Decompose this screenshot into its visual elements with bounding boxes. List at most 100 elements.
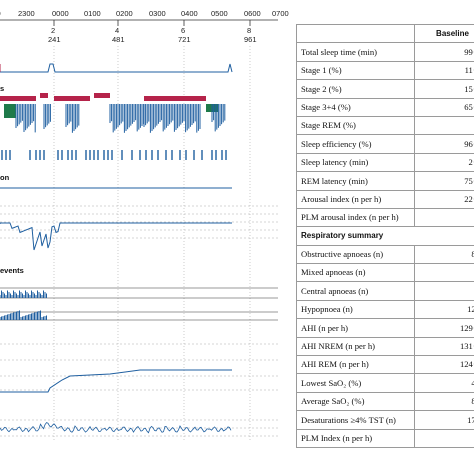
row-label: PLM arousal index (n per h) [296,207,415,228]
sao2-trace [0,222,232,251]
row-label: AHI NREM (n per h) [296,336,415,357]
polysomnography-chart: 2200 2300 0000 0100 0200 0300 0400 0500 0600 0700… [0,9,289,440]
summary-table: Baseline Total sleep time (min)99·0Stage… [296,23,474,448]
hour-tick-label: 6 [181,26,185,35]
row-value: 0 [414,207,474,228]
row-label: PLM Index (n per h) [296,428,415,448]
row-label: Stage 1 (%) [296,60,415,81]
respiratory-events [0,287,278,321]
row-value: 0 [414,281,474,301]
table-row: Hypopnoea (n)128 [296,299,474,320]
table-row: Average SaO₂ (%)83 [296,391,474,412]
epoch-tick-label: 961 [244,35,257,44]
table-row: AHI REM (n per h)124·7 [296,355,474,375]
row-label: Central apnoeas (n) [296,281,415,301]
row-label: Hypopnoea (n) [296,299,415,320]
row-value: 129·7 [414,318,474,338]
clock-tick-label: 2200 [0,9,1,18]
row-label: Stage 3+4 (%) [296,97,415,117]
row-label: AHI (n per h) [296,318,415,338]
row-label: Stage REM (%) [296,115,415,136]
row-label: Desaturations ≥4% TST (n) [296,410,415,430]
row-value: 2·5 [414,152,474,173]
row-value: 171 [414,410,474,430]
table-row: REM latency (min)75·0 [296,171,474,191]
row-label: REM latency (min) [296,171,415,191]
table-row: Sleep latency (min)2·5 [296,152,474,173]
table-row: Lowest SaO₂ (%)49 [296,373,474,393]
row-value: 65·7 [414,97,474,117]
table-row: Central apnoeas (n)0 [296,281,474,301]
clock-tick-label: 0400 [181,9,198,18]
hypnogram [0,93,226,133]
time-axis: 2200 2300 0000 0100 0200 0300 0400 0500 0600 0700… [0,9,289,44]
arousal-marks [1,150,227,160]
table-row: Stage 2 (%)15·2 [296,79,474,99]
table-row: PLM Index (n per h)0 [296,428,474,448]
row-value: 124·7 [414,355,474,375]
clock-tick-label: 0000 [52,9,69,18]
respiratory-summary-rows: Obstructive apnoeas (n)86Mixed apnoeas (… [296,244,474,448]
respiratory-events-label: events [0,266,24,275]
clock-tick-label: 0500 [211,9,228,18]
row-value: 0 [414,428,474,448]
row-label: Total sleep time (min) [296,42,415,62]
table-header-row: Baseline [296,23,474,44]
row-value: 75·0 [414,171,474,191]
stage-wake-bar [40,93,48,98]
clock-tick-label: 0700 [272,9,289,18]
row-label: Stage 2 (%) [296,79,415,99]
hour-tick-label: 2 [51,26,55,35]
row-value: 86 [414,244,474,265]
sleep-summary-rows: Total sleep time (min)99·0Stage 1 (%)11·… [296,42,474,228]
row-label: Average SaO₂ (%) [296,391,415,412]
respiratory-section-title: Respiratory summary [296,226,474,246]
respiratory-section-row: Respiratory summary [296,226,474,246]
table-header-baseline: Baseline [414,23,474,44]
clock-tick-label: 0600 [244,9,261,18]
signal-traces [0,46,278,440]
row-label: AHI REM (n per h) [296,355,415,375]
row-value: 49 [414,373,474,393]
row-label: Sleep latency (min) [296,152,415,173]
epoch-tick-label: 481 [112,35,125,44]
table-row: Mixed apnoeas (n)0 [296,263,474,283]
row-value: 131·4 [414,336,474,357]
hour-tick-label: 8 [247,26,251,35]
row-value: 11·1 [414,60,474,81]
clock-tick-label: 0200 [116,9,133,18]
table-row: Arousal index (n per h)22·5 [296,189,474,209]
row-label: Arousal index (n per h) [296,189,415,209]
row-value: 22·5 [414,189,474,209]
table-row: Stage REM (%)8 [296,115,474,136]
table-header-label [296,23,415,44]
row-label: Obstructive apnoeas (n) [296,244,415,265]
hour-tick-label: 4 [115,26,119,35]
table-row: Total sleep time (min)99·0 [296,42,474,62]
cumulative-trace [0,369,232,393]
body-position-label: on [0,173,10,182]
bottom-trace [0,422,232,434]
table-row: PLM arousal index (n per h)0 [296,207,474,228]
table-row: Desaturations ≥4% TST (n)171 [296,410,474,430]
row-value: 0 [414,263,474,283]
table-row: AHI NREM (n per h)131·4 [296,336,474,357]
stage-wake-bar [54,96,90,101]
row-value: 96·1 [414,134,474,154]
clock-tick-label: 2300 [18,9,35,18]
row-value: 83 [414,391,474,412]
epoch-tick-label: 241 [48,35,61,44]
row-value: 15·2 [414,79,474,99]
stage-wake-bar [144,96,206,101]
row-value: 128 [414,299,474,320]
epoch-tick-label: 721 [178,35,191,44]
row-label: Sleep efficiency (%) [296,134,415,154]
table-row: Stage 1 (%)11·1 [296,60,474,81]
table-row: Obstructive apnoeas (n)86 [296,244,474,265]
row-label: Lowest SaO₂ (%) [296,373,415,393]
clock-tick-label: 0300 [149,9,166,18]
table-row: AHI (n per h)129·7 [296,318,474,338]
stage-wake-bar [0,96,36,101]
table-row: Stage 3+4 (%)65·7 [296,97,474,117]
